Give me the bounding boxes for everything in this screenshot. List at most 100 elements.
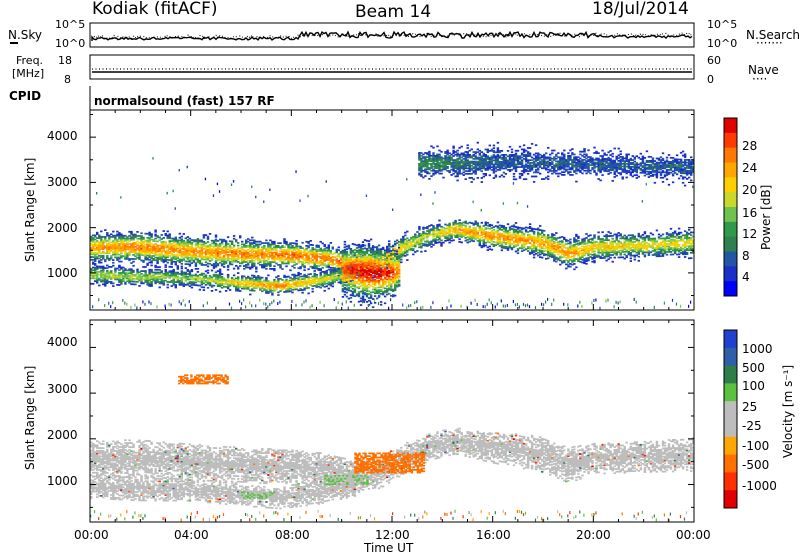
power-cell	[148, 275, 151, 278]
power-cell	[404, 249, 407, 252]
power-cell	[214, 238, 218, 241]
power-cell	[335, 251, 339, 254]
power-cell	[357, 249, 361, 251]
power-cell	[361, 275, 365, 277]
power-cell	[386, 275, 389, 278]
power-cell	[448, 232, 451, 234]
power-cell	[228, 254, 232, 256]
power-cell	[178, 250, 182, 253]
power-cell	[245, 254, 248, 257]
power-cell	[430, 241, 433, 244]
power-cell	[218, 256, 222, 259]
power-cell	[482, 230, 486, 233]
power-cell	[398, 245, 401, 247]
power-cell	[424, 164, 427, 167]
power-cell	[150, 302, 152, 306]
power-cell	[424, 243, 427, 246]
power-cell	[357, 261, 361, 264]
power-cell	[184, 242, 188, 245]
power-cell	[299, 245, 302, 248]
power-cell	[124, 269, 127, 272]
power-cell	[257, 255, 260, 258]
power-cell	[359, 263, 363, 266]
power-cell	[373, 250, 377, 253]
power-cell	[365, 301, 369, 303]
power-cell	[289, 276, 292, 279]
power-cell	[267, 285, 270, 288]
power-cell	[283, 251, 286, 254]
power-cell	[436, 157, 439, 160]
power-cell	[152, 244, 155, 247]
power-cell	[398, 272, 401, 275]
power-cell	[363, 266, 367, 269]
power-cell	[218, 273, 222, 275]
power-cell	[245, 251, 248, 254]
power-cell	[174, 283, 178, 286]
power-cell	[472, 160, 475, 163]
power-cell	[106, 242, 109, 245]
power-cell	[343, 261, 347, 263]
power-cell	[118, 284, 121, 286]
power-cell	[168, 237, 171, 240]
power-cell	[267, 246, 270, 249]
power-cell	[90, 273, 93, 276]
power-cell	[112, 248, 115, 251]
power-cell	[408, 247, 411, 250]
power-cell	[285, 288, 288, 290]
power-cell	[214, 263, 218, 265]
power-cell	[398, 265, 401, 268]
power-cell	[142, 247, 145, 250]
power-cell	[156, 240, 159, 243]
power-cell	[232, 280, 236, 282]
power-cell	[295, 253, 298, 256]
power-cell	[335, 277, 339, 280]
power-cell	[394, 267, 397, 270]
power-cell	[208, 243, 212, 246]
power-cell	[311, 282, 314, 285]
power-cell	[140, 232, 143, 235]
power-cell	[194, 274, 198, 277]
power-cell	[230, 279, 234, 282]
power-cell	[351, 249, 355, 252]
power-cell	[265, 247, 268, 250]
power-cell	[351, 277, 355, 279]
power-cell	[420, 165, 423, 168]
power-cell	[321, 256, 324, 258]
power-cell	[456, 164, 459, 167]
power-cell	[317, 265, 320, 267]
power-cell	[369, 260, 373, 263]
power-cell	[430, 169, 433, 172]
power-cell	[394, 248, 397, 251]
power-cell	[436, 153, 439, 156]
power-cell	[327, 247, 331, 249]
power-cell	[182, 241, 186, 244]
power-cell	[442, 157, 445, 160]
power-cell	[257, 250, 260, 253]
power-cell	[388, 254, 391, 257]
power-cell	[226, 273, 230, 276]
power-cell	[94, 248, 97, 250]
power-cell	[92, 266, 95, 269]
power-cell	[160, 278, 163, 281]
power-cell	[319, 249, 322, 251]
power-cell	[444, 160, 447, 163]
power-cell	[476, 234, 480, 237]
power-cell	[351, 279, 355, 282]
power-cell	[375, 251, 379, 254]
power-cell	[186, 236, 190, 238]
power-cell	[438, 225, 441, 227]
power-cell	[226, 248, 230, 251]
power-cell	[305, 259, 308, 262]
power-cell	[394, 274, 397, 277]
power-cell	[279, 284, 282, 287]
power-cell	[452, 161, 455, 164]
power-cell	[341, 249, 345, 252]
power-cell	[402, 253, 405, 256]
power-cell	[257, 254, 260, 257]
power-cell	[396, 254, 399, 257]
power-cell	[365, 257, 369, 260]
power-cell	[120, 243, 123, 245]
power-cell	[273, 261, 276, 263]
power-cell	[232, 281, 236, 284]
power-cell	[381, 270, 385, 273]
